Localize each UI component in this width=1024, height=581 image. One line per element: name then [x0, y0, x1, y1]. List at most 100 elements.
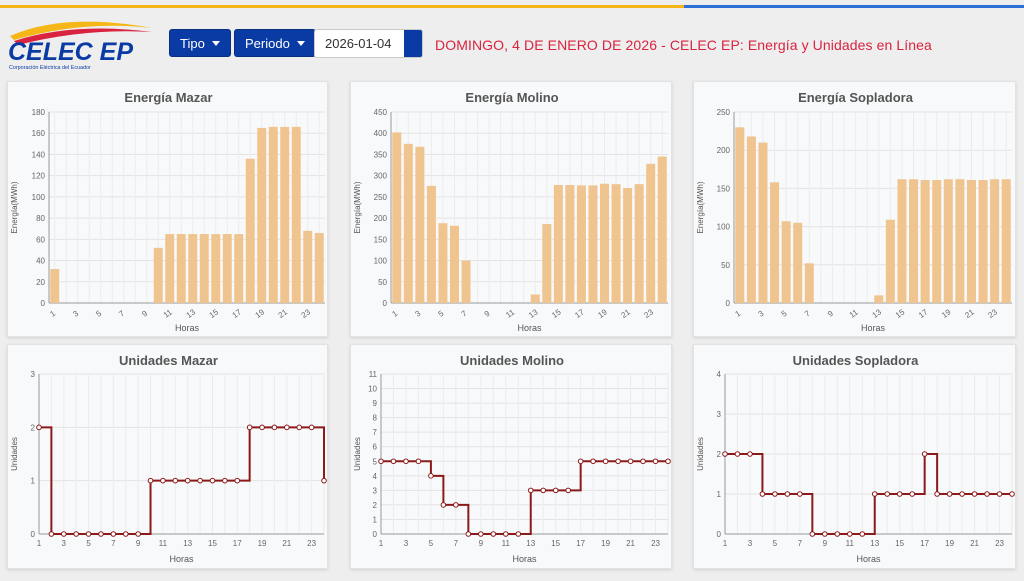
bar-hour-22 — [634, 184, 644, 303]
x-tick-label: 13 — [871, 307, 884, 320]
celec-logo-graphic: CELEC EP Corporación Eléctrica del Ecuad… — [8, 21, 152, 71]
data-point-hour-13 — [871, 491, 878, 497]
bar-hour-20 — [611, 184, 621, 303]
data-point-hour-15 — [896, 491, 903, 497]
bar-hour-1 — [392, 132, 402, 303]
x-tick-label: 13 — [183, 539, 192, 548]
data-point-hour-3 — [60, 531, 67, 537]
data-point-hour-10 — [490, 531, 497, 537]
x-tick-label: 7 — [460, 308, 469, 318]
data-point-hour-7 — [453, 502, 459, 508]
bar-hour-21 — [966, 179, 976, 303]
y-tick-label: 11 — [369, 370, 378, 379]
y-tick-label: 9 — [373, 399, 378, 408]
x-tick-label: 17 — [920, 539, 929, 548]
bar-hour-5 — [781, 221, 791, 303]
y-tick-label: 100 — [374, 257, 388, 266]
x-tick-label: 7 — [803, 308, 812, 318]
bar-hour-23 — [646, 163, 656, 303]
bar-hour-6 — [449, 225, 459, 303]
bar-hour-24 — [314, 232, 324, 303]
data-point-hour-23 — [996, 491, 1003, 497]
data-point-hour-11 — [160, 477, 166, 484]
x-tick-label: 17 — [233, 539, 242, 548]
periodo-dropdown-button[interactable]: Periodo — [234, 29, 316, 57]
y-tick-label: 3 — [717, 410, 722, 419]
data-point-hour-17 — [234, 477, 241, 484]
y-tick-label: 450 — [374, 108, 388, 117]
top-accent-bar — [0, 0, 1024, 8]
bar-hour-7 — [804, 263, 814, 303]
y-tick-label: 50 — [378, 278, 387, 287]
y-tick-label: 0 — [383, 299, 388, 308]
y-tick-label: 0 — [717, 530, 722, 539]
x-tick-label: 21 — [277, 307, 290, 320]
x-tick-label: 19 — [258, 539, 267, 548]
chevron-down-icon — [296, 40, 305, 46]
bar-hour-11 — [165, 234, 175, 303]
x-tick-label: 3 — [404, 539, 409, 548]
data-point-hour-2 — [390, 458, 397, 465]
x-tick-label: 13 — [527, 307, 540, 320]
chevron-down-icon — [211, 40, 220, 46]
chart-title: Energía Sopladora — [798, 90, 914, 105]
calendar-icon[interactable] — [404, 30, 422, 57]
x-axis-title: Horas — [512, 554, 537, 564]
bar-hour-22 — [978, 179, 988, 303]
chart-title: Unidades Sopladora — [793, 353, 919, 368]
y-tick-label: 6 — [373, 443, 378, 452]
y-tick-label: 2 — [31, 423, 36, 432]
bar-hour-19 — [943, 179, 953, 303]
data-point-hour-3 — [403, 458, 409, 465]
data-point-hour-10 — [147, 477, 154, 484]
x-tick-label: 7 — [111, 539, 116, 548]
x-tick-label: 1 — [723, 539, 728, 548]
x-tick-label: 9 — [826, 308, 835, 318]
x-tick-label: 21 — [626, 539, 635, 548]
bar-hour-13 — [188, 234, 198, 303]
y-tick-label: 1 — [373, 515, 378, 524]
data-point-hour-21 — [627, 458, 634, 465]
data-point-hour-8 — [465, 531, 472, 537]
y-tick-label: 120 — [32, 172, 46, 181]
x-tick-label: 11 — [162, 307, 174, 319]
y-tick-label: 250 — [374, 193, 388, 202]
x-tick-label: 7 — [117, 308, 126, 318]
bar-hour-20 — [268, 126, 278, 303]
x-tick-label: 11 — [846, 539, 855, 548]
y-tick-label: 4 — [373, 472, 378, 481]
date-input[interactable] — [315, 30, 405, 57]
data-point-hour-17 — [921, 451, 928, 457]
data-point-hour-4 — [759, 491, 766, 497]
bar-hour-17 — [920, 179, 930, 303]
bar-hour-15 — [553, 185, 563, 303]
x-tick-label: 23 — [643, 307, 656, 320]
x-axis-title: Horas — [175, 323, 200, 333]
y-axis-title: Unidades — [696, 437, 705, 471]
date-picker[interactable] — [314, 29, 423, 58]
y-tick-label: 5 — [373, 457, 378, 466]
x-tick-label: 3 — [414, 308, 423, 318]
series-step-line — [381, 460, 668, 535]
y-tick-label: 1 — [31, 477, 36, 486]
data-point-hour-16 — [565, 487, 571, 494]
x-tick-label: 21 — [963, 307, 976, 320]
chart-title: Unidades Molino — [460, 353, 564, 368]
data-point-hour-20 — [615, 458, 621, 465]
data-point-hour-16 — [909, 491, 915, 497]
x-tick-label: 17 — [917, 307, 930, 320]
x-tick-label: 9 — [479, 539, 484, 548]
bar-hour-10 — [153, 247, 163, 303]
bar-hour-24 — [1001, 179, 1011, 303]
data-point-hour-4 — [415, 458, 422, 465]
series-step-line — [39, 426, 325, 535]
data-point-hour-19 — [946, 491, 953, 497]
tipo-dropdown-button[interactable]: Tipo — [169, 29, 231, 57]
data-point-hour-23 — [308, 424, 315, 431]
data-point-hour-23 — [652, 458, 659, 465]
x-tick-label: 5 — [94, 308, 103, 318]
data-point-hour-6 — [98, 531, 104, 537]
x-tick-label: 7 — [798, 539, 803, 548]
bar-hour-14 — [199, 234, 209, 303]
